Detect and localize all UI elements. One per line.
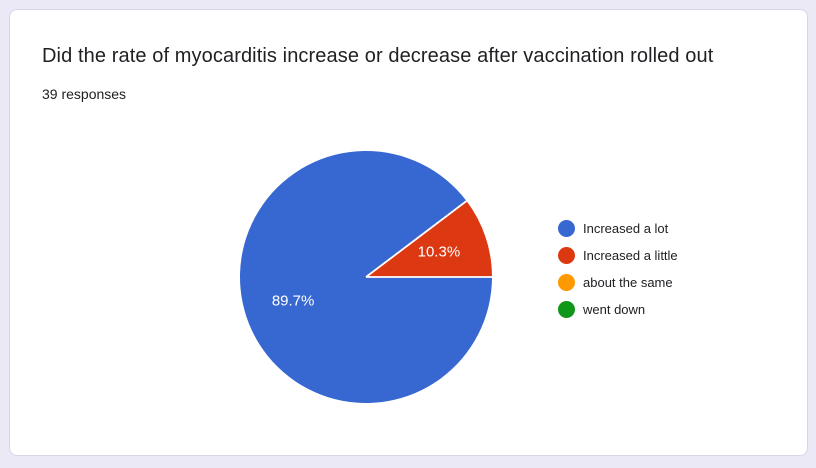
responses-count: 39 responses [42, 86, 127, 102]
legend-color-dot-icon [558, 274, 575, 291]
question-title: Did the rate of myocarditis increase or … [42, 45, 714, 67]
legend-color-dot-icon [558, 220, 575, 237]
legend-item-3: went down [558, 296, 678, 323]
question-response-card: Did the rate of myocarditis increase or … [9, 9, 808, 456]
slice-percent-label-1: 10.3% [418, 244, 461, 261]
legend-item-0: Increased a lot [558, 215, 678, 242]
legend-item-label: Increased a lot [583, 221, 669, 236]
legend-color-dot-icon [558, 301, 575, 318]
legend-item-label: went down [583, 302, 646, 317]
legend-item-1: Increased a little [558, 242, 678, 269]
legend-item-label: about the same [583, 275, 673, 290]
slice-divider-line [365, 200, 468, 278]
pie-chart-svg: 89.7% 10.3% [240, 151, 492, 404]
pie-slice-1[interactable] [366, 201, 492, 277]
legend-color-dot-icon [558, 247, 575, 264]
legend-item-label: Increased a little [583, 248, 678, 263]
chart-legend: Increased a lot Increased a little about t… [558, 215, 678, 323]
slice-percent-label-0: 89.7% [272, 292, 315, 309]
legend-item-2: about the same [558, 269, 678, 296]
